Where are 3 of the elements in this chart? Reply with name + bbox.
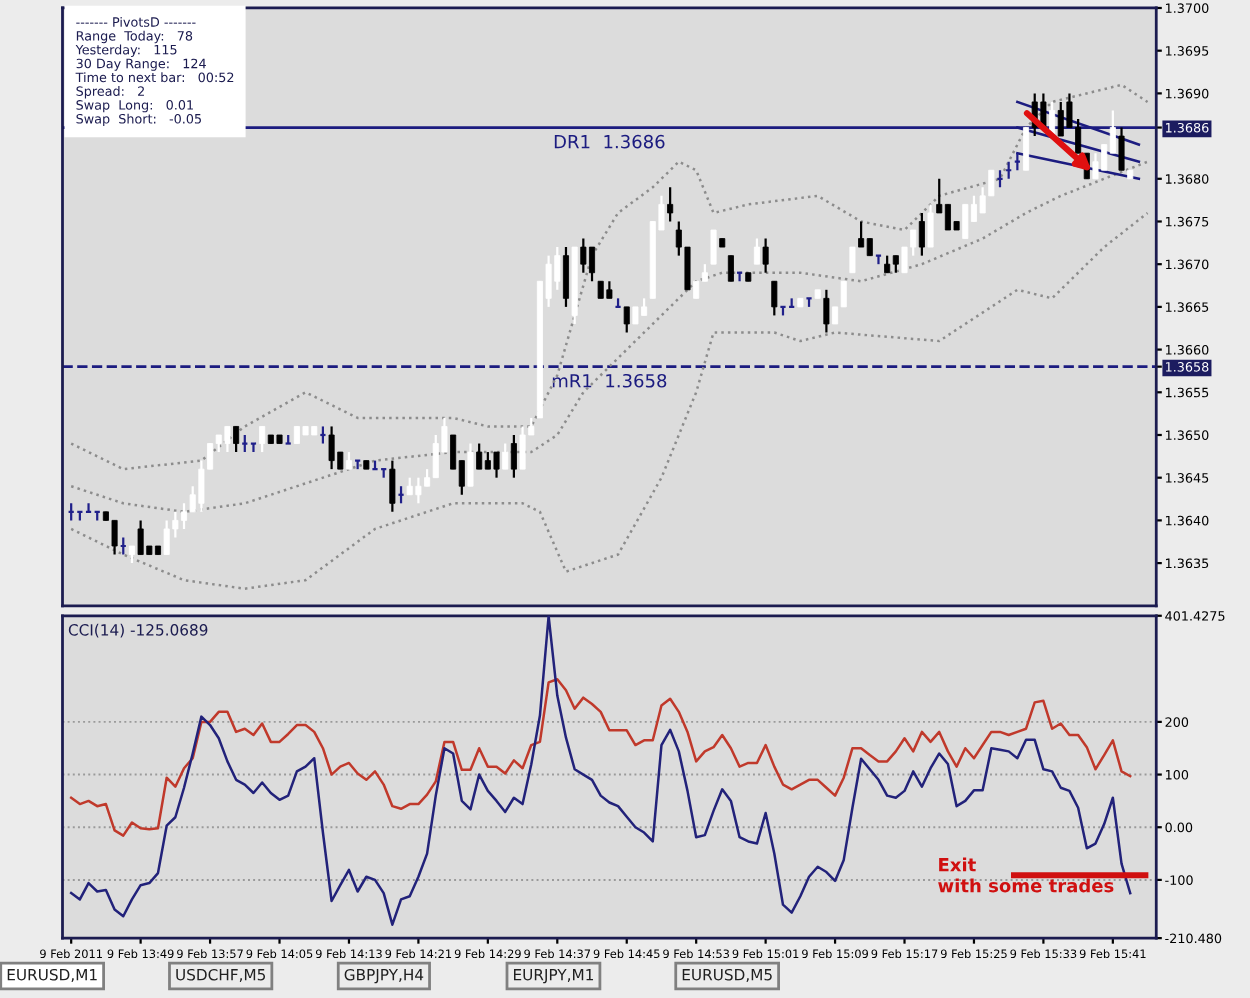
ref-line-label: DR1 1.3686 — [554, 134, 665, 149]
ref-line-label: mR1 1.3658 — [552, 373, 667, 388]
annotation: Exit with some trades — [938, 857, 1114, 893]
